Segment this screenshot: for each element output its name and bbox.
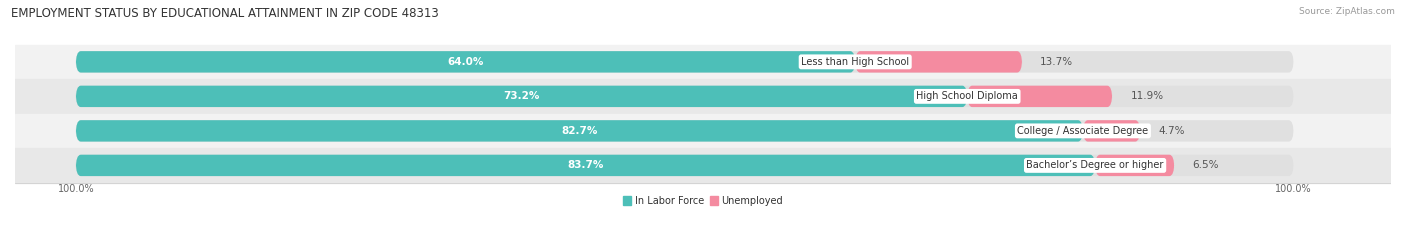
Text: EMPLOYMENT STATUS BY EDUCATIONAL ATTAINMENT IN ZIP CODE 48313: EMPLOYMENT STATUS BY EDUCATIONAL ATTAINM…	[11, 7, 439, 20]
Bar	[15, 114, 1391, 148]
Text: Less than High School: Less than High School	[801, 57, 910, 67]
FancyBboxPatch shape	[76, 86, 1294, 107]
Text: 11.9%: 11.9%	[1130, 91, 1164, 101]
Text: 82.7%: 82.7%	[561, 126, 598, 136]
Text: Source: ZipAtlas.com: Source: ZipAtlas.com	[1299, 7, 1395, 16]
Text: 100.0%: 100.0%	[1275, 184, 1312, 194]
Text: 6.5%: 6.5%	[1192, 160, 1219, 170]
Text: 100.0%: 100.0%	[58, 184, 94, 194]
Bar	[15, 79, 1391, 114]
FancyBboxPatch shape	[967, 86, 1112, 107]
FancyBboxPatch shape	[76, 120, 1294, 142]
Bar	[15, 148, 1391, 183]
Legend: In Labor Force, Unemployed: In Labor Force, Unemployed	[619, 192, 787, 210]
Text: High School Diploma: High School Diploma	[917, 91, 1018, 101]
FancyBboxPatch shape	[76, 155, 1095, 176]
Text: 4.7%: 4.7%	[1159, 126, 1185, 136]
FancyBboxPatch shape	[1095, 155, 1174, 176]
FancyBboxPatch shape	[855, 51, 1022, 72]
Bar	[15, 45, 1391, 79]
Text: 64.0%: 64.0%	[447, 57, 484, 67]
FancyBboxPatch shape	[1083, 120, 1140, 142]
FancyBboxPatch shape	[76, 120, 1083, 142]
FancyBboxPatch shape	[76, 155, 1294, 176]
FancyBboxPatch shape	[76, 51, 855, 72]
Text: 73.2%: 73.2%	[503, 91, 540, 101]
Text: College / Associate Degree: College / Associate Degree	[1018, 126, 1149, 136]
FancyBboxPatch shape	[76, 51, 1294, 72]
Text: Bachelor’s Degree or higher: Bachelor’s Degree or higher	[1026, 160, 1164, 170]
Text: 83.7%: 83.7%	[567, 160, 603, 170]
FancyBboxPatch shape	[76, 86, 967, 107]
Text: 13.7%: 13.7%	[1040, 57, 1073, 67]
